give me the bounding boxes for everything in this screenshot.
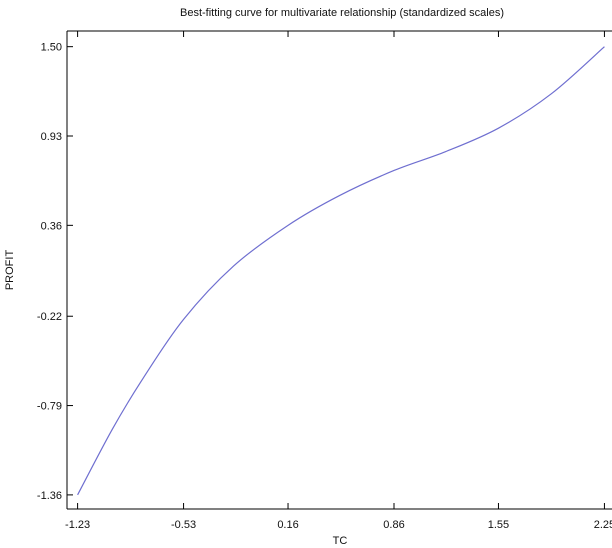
y-axis-label: PROFIT <box>4 250 16 291</box>
chart-title: Best-fitting curve for multivariate rela… <box>180 7 504 19</box>
y-axis-ticks: 1.50 0.93 0.36 -0.22 -0.79 -1.36 <box>37 42 73 502</box>
y-tick-label-4: -0.79 <box>37 401 62 413</box>
y-tick-label-2: 0.36 <box>41 220 62 232</box>
series-layer <box>77 46 605 496</box>
x-tick-label-1: -0.53 <box>171 519 196 531</box>
x-axis-label: TC <box>333 535 348 547</box>
y-tick-label-1: 0.93 <box>41 131 62 143</box>
x-tick-label-5: 2.25 <box>594 519 612 531</box>
x-tick-label-3: 0.86 <box>383 519 404 531</box>
x-axis-ticks: -1.23 -0.53 0.16 0.86 1.55 2.25 <box>65 31 612 531</box>
plot-area <box>67 31 612 509</box>
x-tick-label-0: -1.23 <box>65 519 90 531</box>
y-tick-label-0: 1.50 <box>41 42 62 54</box>
y-tick-label-3: -0.22 <box>37 311 62 323</box>
x-tick-label-4: 1.55 <box>488 519 509 531</box>
y-tick-label-5: -1.36 <box>37 490 62 502</box>
series-line-0 <box>77 46 605 496</box>
x-tick-label-2: 0.16 <box>277 519 298 531</box>
